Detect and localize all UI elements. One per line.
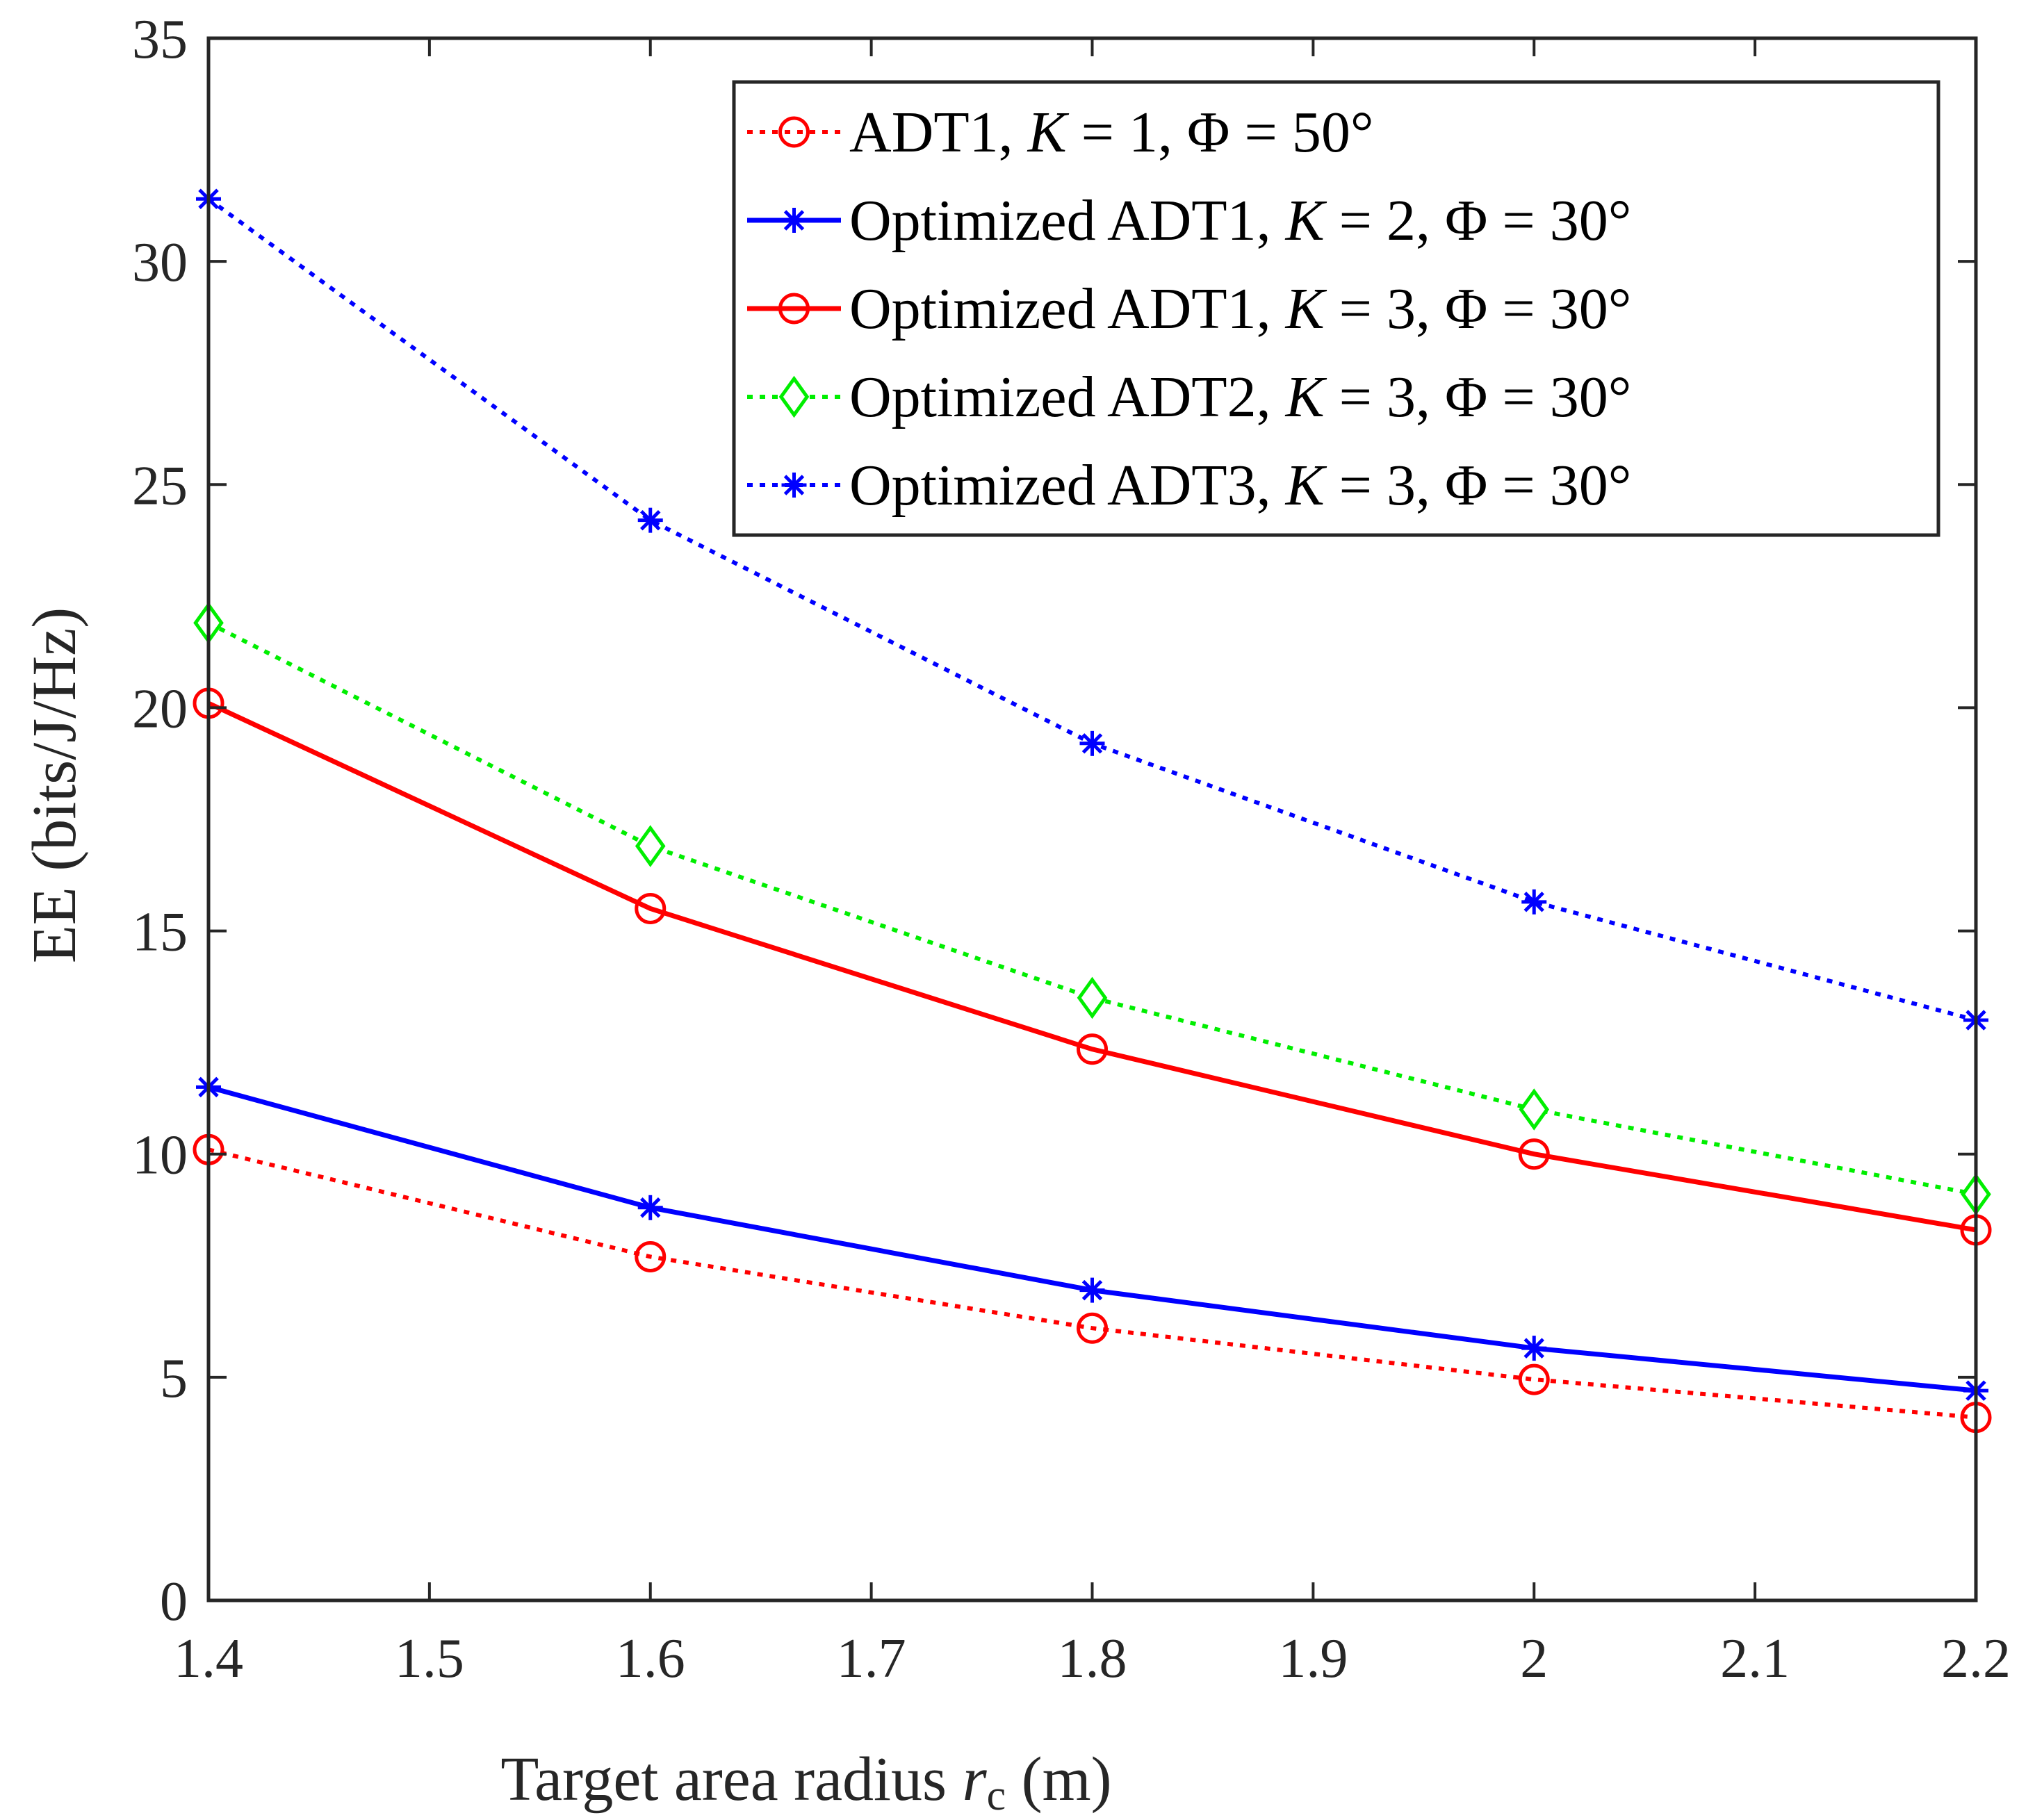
legend-label-part: K (1285, 365, 1327, 429)
legend-label-part: Optimized ADT1, (849, 188, 1286, 253)
legend-entry-2: Optimized ADT1, K = 2, Φ = 30° (747, 188, 1631, 253)
series-line (207, 700, 1977, 1233)
x-tick-labels: 1.4 1.5 1.6 1.7 1.8 1.9 2 2.1 2.2 (174, 1628, 2011, 1689)
x-tick-label: 1.7 (837, 1628, 906, 1689)
legend-entry-3: Optimized ADT1, K = 3, Φ = 30° (747, 277, 1631, 341)
data-point (1079, 730, 1105, 756)
legend-entry-5: Optimized ADT3, K = 3, Φ = 30° (747, 453, 1631, 518)
y-tick-label: 10 (132, 1125, 188, 1186)
x-tick-label: 2.2 (1941, 1628, 2011, 1689)
legend-label-part: K (1285, 188, 1327, 253)
x-axis-title-main: Target area radius (500, 1745, 947, 1814)
x-axis-title-sub: c (987, 1772, 1006, 1819)
legend-label: Optimized ADT1, K = 2, Φ = 30° (849, 188, 1631, 253)
legend-entry-1: ADT1, K = 1, Φ = 50° (747, 100, 1373, 165)
data-point (1077, 1312, 1108, 1344)
x-axis-title-var: r (963, 1745, 988, 1814)
y-tick-label: 30 (132, 232, 188, 293)
y-tick-label: 0 (160, 1571, 188, 1632)
x-axis-title: Target area radius rc (m) (500, 1745, 1111, 1820)
legend-label-part: Optimized ADT1, (849, 277, 1286, 341)
data-point (635, 1240, 667, 1272)
series-line (207, 621, 1977, 1197)
data-point (1518, 1363, 1550, 1395)
legend-label: Optimized ADT3, K = 3, Φ = 30° (849, 453, 1631, 518)
y-tick-label: 35 (132, 9, 188, 70)
data-point (1079, 1277, 1105, 1303)
data-point (635, 825, 666, 867)
legend-label-part: ADT1, (849, 100, 1028, 165)
y-axis-title: EE (bits/J/Hz) (20, 607, 89, 963)
data-point (1518, 1138, 1550, 1170)
legend-marker (778, 293, 810, 325)
data-point (1077, 976, 1108, 1019)
series-line (208, 1147, 1977, 1420)
x-tick-label: 1.8 (1058, 1628, 1127, 1689)
legend-marker (781, 208, 807, 233)
legend-marker (781, 473, 807, 498)
data-point (1521, 889, 1547, 915)
data-point (635, 892, 667, 924)
legend-label-part: = 2, Φ = 30° (1325, 188, 1632, 253)
legend-box (732, 80, 1940, 537)
legend-marker (778, 116, 810, 148)
legend-label-part: = 3, Φ = 30° (1325, 365, 1632, 429)
legend-label-part: K (1285, 453, 1327, 518)
x-tick-label: 2 (1520, 1628, 1548, 1689)
y-tick-label: 25 (132, 455, 188, 516)
y-tick-label: 5 (160, 1348, 188, 1409)
legend-label: ADT1, K = 1, Φ = 50° (849, 100, 1373, 165)
axis-ticks (207, 37, 1977, 1602)
x-tick-label: 2.1 (1720, 1628, 1790, 1689)
x-tick-label: 1.6 (616, 1628, 685, 1689)
data-point (637, 1195, 663, 1220)
x-tick-label: 1.9 (1278, 1628, 1348, 1689)
legend-label: Optimized ADT1, K = 3, Φ = 30° (849, 277, 1631, 341)
legend-label-part: = 1, Φ = 50° (1067, 100, 1374, 165)
data-point (637, 507, 663, 533)
legend-label-part: Optimized ADT3, (849, 453, 1286, 518)
x-tick-label: 1.5 (395, 1628, 464, 1689)
legend-label-part: = 3, Φ = 30° (1325, 453, 1632, 518)
legend-entry-4: Optimized ADT2, K = 3, Φ = 30° (747, 365, 1631, 429)
data-point (1521, 1336, 1547, 1361)
legend: ADT1, K = 1, Φ = 50° Optimized ADT1, K = … (732, 80, 1940, 537)
legend-label-part: Optimized ADT2, (849, 365, 1286, 429)
legend-marker (778, 375, 810, 418)
y-tick-label: 15 (132, 902, 188, 963)
data-point (1077, 1033, 1108, 1065)
x-tick-label: 1.4 (174, 1628, 243, 1689)
y-tick-label: 20 (132, 678, 188, 739)
legend-label-part: K (1285, 277, 1327, 341)
legend-label-part: K (1027, 100, 1070, 165)
y-tick-labels: 0 5 10 15 20 25 30 35 (132, 9, 188, 1632)
legend-label-part: = 3, Φ = 30° (1325, 277, 1632, 341)
x-axis-title-unit: (m) (1022, 1745, 1112, 1814)
legend-label: Optimized ADT2, K = 3, Φ = 30° (849, 365, 1631, 429)
data-point (1519, 1088, 1550, 1131)
